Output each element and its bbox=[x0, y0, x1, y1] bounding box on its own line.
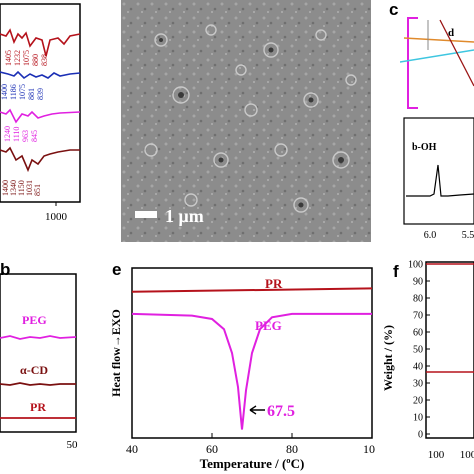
e-label-pr: PR bbox=[265, 276, 283, 291]
annotation-arrow bbox=[249, 405, 265, 415]
magenta-spectrum bbox=[0, 108, 81, 124]
svg-text:880: 880 bbox=[31, 54, 40, 66]
svg-text:1232: 1232 bbox=[13, 50, 22, 66]
panel-label-f: f bbox=[393, 262, 399, 281]
svg-text:1400: 1400 bbox=[1, 180, 10, 196]
darkred-peak-labels: 1400 1340 1150 1031 851 bbox=[1, 180, 42, 196]
scale-bar-label: 1 μm bbox=[165, 206, 204, 226]
f-x-tick-1: 100 bbox=[460, 449, 474, 461]
panel-label-c: c bbox=[389, 0, 399, 19]
f-y-ticks: 0 10 20 30 40 50 60 70 80 90 100 bbox=[408, 260, 430, 441]
e-x-tick-label: 40 bbox=[126, 442, 138, 456]
e-plot-frame bbox=[131, 267, 373, 439]
svg-text:1075: 1075 bbox=[22, 50, 31, 66]
sem-image: 1 μm bbox=[121, 0, 371, 242]
d-x-tick: 50 bbox=[67, 439, 79, 451]
blue-peak-labels: 1400 1186 1075 881 839 bbox=[0, 84, 45, 100]
f-y-tick-label: 90 bbox=[413, 277, 423, 288]
d-label-peg: PEG bbox=[22, 313, 47, 327]
e-x-tick-label: 100 bbox=[363, 442, 375, 456]
f-y-tick-label: 80 bbox=[413, 294, 423, 305]
svg-text:1340: 1340 bbox=[9, 180, 18, 196]
f-y-tick-label: 0 bbox=[418, 430, 423, 441]
panel-label-d: b bbox=[0, 260, 11, 279]
svg-text:1405: 1405 bbox=[4, 50, 13, 66]
f-ylabel: Weight / (%) bbox=[381, 325, 395, 391]
svg-text:1240: 1240 bbox=[3, 126, 12, 142]
svg-text:851: 851 bbox=[33, 184, 42, 196]
e-x-tick-label: 80 bbox=[286, 442, 298, 456]
f-y-tick-label: 40 bbox=[413, 362, 423, 373]
svg-text:838: 838 bbox=[40, 54, 49, 66]
bracket bbox=[407, 17, 418, 109]
svg-text:1400: 1400 bbox=[0, 84, 9, 100]
red-spectrum bbox=[0, 28, 81, 57]
panel-a-x-tick: 1000 bbox=[45, 211, 68, 223]
f-y-tick-label: 100 bbox=[408, 260, 423, 271]
e-x-ticks: 40 60 80 100 bbox=[126, 433, 375, 456]
e-xlabel: Temperature / (ºC) bbox=[200, 456, 305, 471]
panel-d-chart: PEG α-CD PR 50 bbox=[0, 273, 79, 451]
f-y-tick-label: 70 bbox=[413, 311, 423, 322]
c-tick-1: 5.5 bbox=[462, 230, 474, 241]
e-series-peg bbox=[131, 312, 372, 430]
sem-pore-centers bbox=[159, 38, 344, 208]
acd-trace bbox=[0, 382, 76, 386]
scale-bar bbox=[135, 211, 157, 218]
svg-text:1150: 1150 bbox=[17, 180, 26, 196]
panel-e-chart: 40 60 80 100 PR PEG 67.5 Heat flow→EXO Temp… bbox=[109, 267, 375, 471]
panel-a-frame bbox=[0, 3, 81, 203]
panel-a-ftir: 1405 1232 1075 880 838 1400 1186 1075 88… bbox=[0, 3, 81, 223]
nmr-trace bbox=[406, 164, 474, 197]
sem-pores bbox=[144, 24, 357, 213]
svg-text:963: 963 bbox=[21, 130, 30, 142]
d-label-pr: PR bbox=[30, 400, 46, 414]
svg-text:845: 845 bbox=[30, 130, 39, 142]
red-peak-labels: 1405 1232 1075 880 838 bbox=[4, 50, 49, 66]
f-y-tick-label: 30 bbox=[413, 379, 423, 390]
f-y-tick-label: 60 bbox=[413, 328, 423, 339]
f-y-tick-label: 20 bbox=[413, 396, 423, 407]
f-x-tick-0: 100 bbox=[428, 449, 445, 461]
e-label-peg: PEG bbox=[255, 318, 282, 333]
label-d: d bbox=[448, 27, 454, 39]
svg-text:881: 881 bbox=[27, 88, 36, 100]
svg-text:1075: 1075 bbox=[18, 84, 27, 100]
e-ylabel: Heat flow→EXO bbox=[109, 309, 123, 397]
peg-trace bbox=[0, 335, 77, 340]
e-series-pr bbox=[131, 287, 373, 293]
d-label-acd: α-CD bbox=[20, 363, 48, 377]
label-boh: b-OH bbox=[412, 142, 437, 153]
e-annotation: 67.5 bbox=[267, 403, 295, 420]
panel-c-nmr: d b-OH 6.0 5.5 bbox=[400, 17, 474, 241]
c-tick-0: 6.0 bbox=[424, 230, 437, 241]
svg-text:1031: 1031 bbox=[25, 180, 34, 196]
svg-text:839: 839 bbox=[36, 88, 45, 100]
f-y-tick-label: 10 bbox=[413, 413, 423, 424]
svg-text:1186: 1186 bbox=[9, 84, 18, 100]
magenta-peak-labels: 1240 1110 963 845 bbox=[3, 126, 39, 142]
svg-text:1110: 1110 bbox=[12, 127, 21, 142]
darkred-spectrum bbox=[0, 146, 80, 173]
blue-spectrum bbox=[0, 70, 81, 80]
e-x-tick-label: 60 bbox=[206, 442, 218, 456]
panel-label-e: e bbox=[112, 260, 122, 279]
f-y-tick-label: 50 bbox=[413, 345, 423, 356]
